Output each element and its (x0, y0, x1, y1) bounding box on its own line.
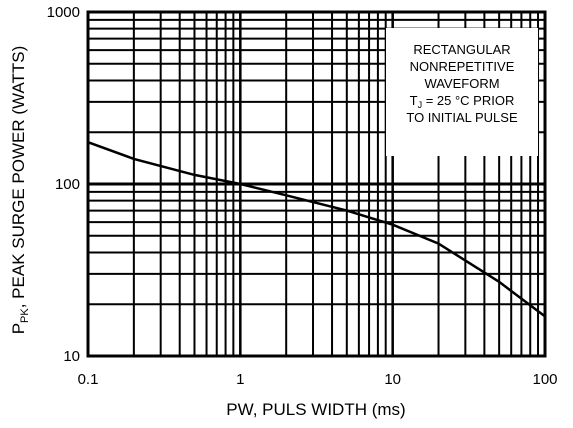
annotation-line: RECTANGULAR (413, 42, 510, 57)
x-tick-label: 0.1 (78, 371, 99, 388)
x-tick-label: 1 (236, 371, 244, 388)
annotation-line: TJ = 25 °C PRIOR (410, 93, 515, 110)
annotation: RECTANGULAR NONREPETITIVE WAVEFORM TJ = 25 … (386, 28, 538, 156)
plot-frame (86, 10, 547, 358)
annotation-line: TO INITIAL PULSE (406, 110, 518, 125)
y-tick-label: 1000 (47, 4, 80, 21)
series-line (87, 141, 546, 318)
y-axis-label-subscript: PK (19, 308, 31, 323)
x-tick-label: 100 (532, 371, 557, 388)
x-axis-label: PW, PULS WIDTH (ms) (226, 400, 405, 419)
annotation-box (386, 28, 538, 156)
y-axis-label-prefix: P (9, 323, 28, 334)
y-axis-label-text: , PEAK SURGE POWER (WATTS) (9, 46, 28, 309)
annotation-line: WAVEFORM (424, 76, 499, 91)
y-tick-label: 10 (63, 348, 80, 365)
y-tick-labels: 10 100 1000 (47, 4, 80, 365)
y-tick-label: 100 (55, 176, 80, 193)
x-tick-labels: 0.1 1 10 100 (78, 371, 558, 388)
x-tick-label: 10 (384, 371, 401, 388)
y-axis-label: PPK, PEAK SURGE POWER (WATTS) (9, 46, 31, 335)
annotation-line: NONREPETITIVE (410, 59, 515, 74)
